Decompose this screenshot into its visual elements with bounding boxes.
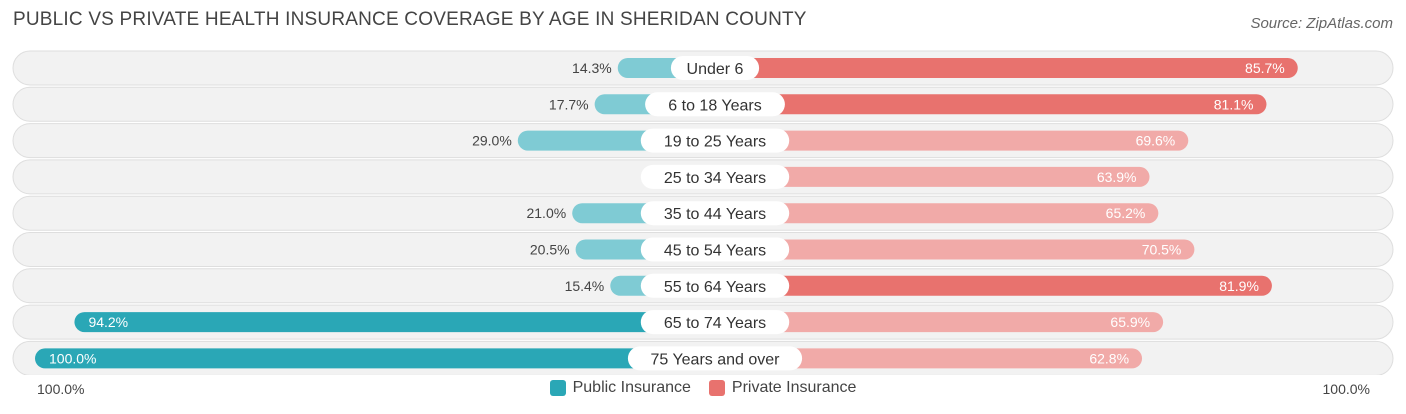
category-label: 65 to 74 Years	[664, 315, 766, 332]
value-label-private: 65.2%	[1106, 205, 1146, 221]
category-label: 35 to 44 Years	[664, 206, 766, 223]
category-label: 6 to 18 Years	[668, 97, 761, 114]
category-label: 75 Years and over	[651, 351, 781, 368]
value-label-private: 70.5%	[1142, 242, 1182, 258]
axis-left-label: 100.0%	[37, 381, 85, 397]
bar-private	[715, 130, 1189, 151]
bar-private	[715, 348, 1143, 369]
legend-swatch-public	[549, 380, 566, 396]
value-label-private: 62.8%	[1089, 350, 1129, 366]
legend-item-private[interactable]: Private Insurance	[708, 379, 857, 397]
bar-private	[715, 203, 1159, 224]
chart-svg: 14.3% 85.7% Under 6 17.7% 81.1% 6 to 18 Years…	[12, 50, 1394, 375]
value-label-public: 15.4%	[565, 278, 605, 294]
value-label-private: 85.7%	[1245, 60, 1285, 76]
value-label-private: 65.9%	[1110, 314, 1150, 330]
bar-private	[715, 275, 1272, 296]
value-label-public: 100.0%	[49, 350, 96, 366]
category-pill	[640, 201, 790, 226]
bar-private	[715, 94, 1267, 115]
legend-label-public: Public Insurance	[572, 379, 691, 396]
value-label-public: 17.7%	[549, 96, 589, 112]
legend-item-public[interactable]: Public Insurance	[549, 379, 691, 397]
bar-public	[74, 312, 715, 333]
value-label-private: 63.9%	[1097, 169, 1137, 185]
value-label-public: 14.3%	[572, 60, 612, 76]
bar-private	[715, 58, 1298, 78]
category-pill	[645, 92, 785, 117]
legend-label-private: Private Insurance	[731, 379, 857, 396]
bar-private	[715, 312, 1164, 333]
category-pill	[640, 128, 790, 153]
value-label-private: 81.9%	[1219, 278, 1259, 294]
category-label: 25 to 34 Years	[664, 170, 766, 187]
legend-swatch-private	[708, 380, 725, 396]
bar-public	[35, 348, 715, 369]
category-label: 19 to 25 Years	[664, 134, 766, 151]
bar-private	[715, 239, 1195, 260]
category-label: 55 to 64 Years	[664, 279, 766, 296]
value-label-private: 81.1%	[1214, 96, 1254, 112]
bar-private	[715, 166, 1150, 187]
axis-right-label: 100.0%	[1322, 381, 1370, 397]
value-label-public: 21.0%	[526, 205, 566, 221]
category-pill	[640, 237, 790, 262]
category-pill	[640, 310, 790, 335]
value-label-public: 29.0%	[472, 133, 512, 149]
category-label: Under 6	[687, 61, 744, 78]
category-label: 45 to 54 Years	[664, 243, 766, 260]
category-pill	[627, 346, 803, 371]
legend: Public Insurance Private Insurance	[0, 379, 1406, 397]
chart-title: PUBLIC VS PRIVATE HEALTH INSURANCE COVER…	[13, 9, 807, 30]
value-label-public: 94.2%	[88, 314, 128, 330]
category-pill	[640, 273, 790, 298]
value-label-public: 20.5%	[530, 242, 570, 258]
category-pill	[670, 56, 760, 80]
category-pill	[640, 164, 790, 189]
value-label-private: 69.6%	[1136, 133, 1176, 149]
source-label: Source: ZipAtlas.com	[1250, 15, 1393, 32]
